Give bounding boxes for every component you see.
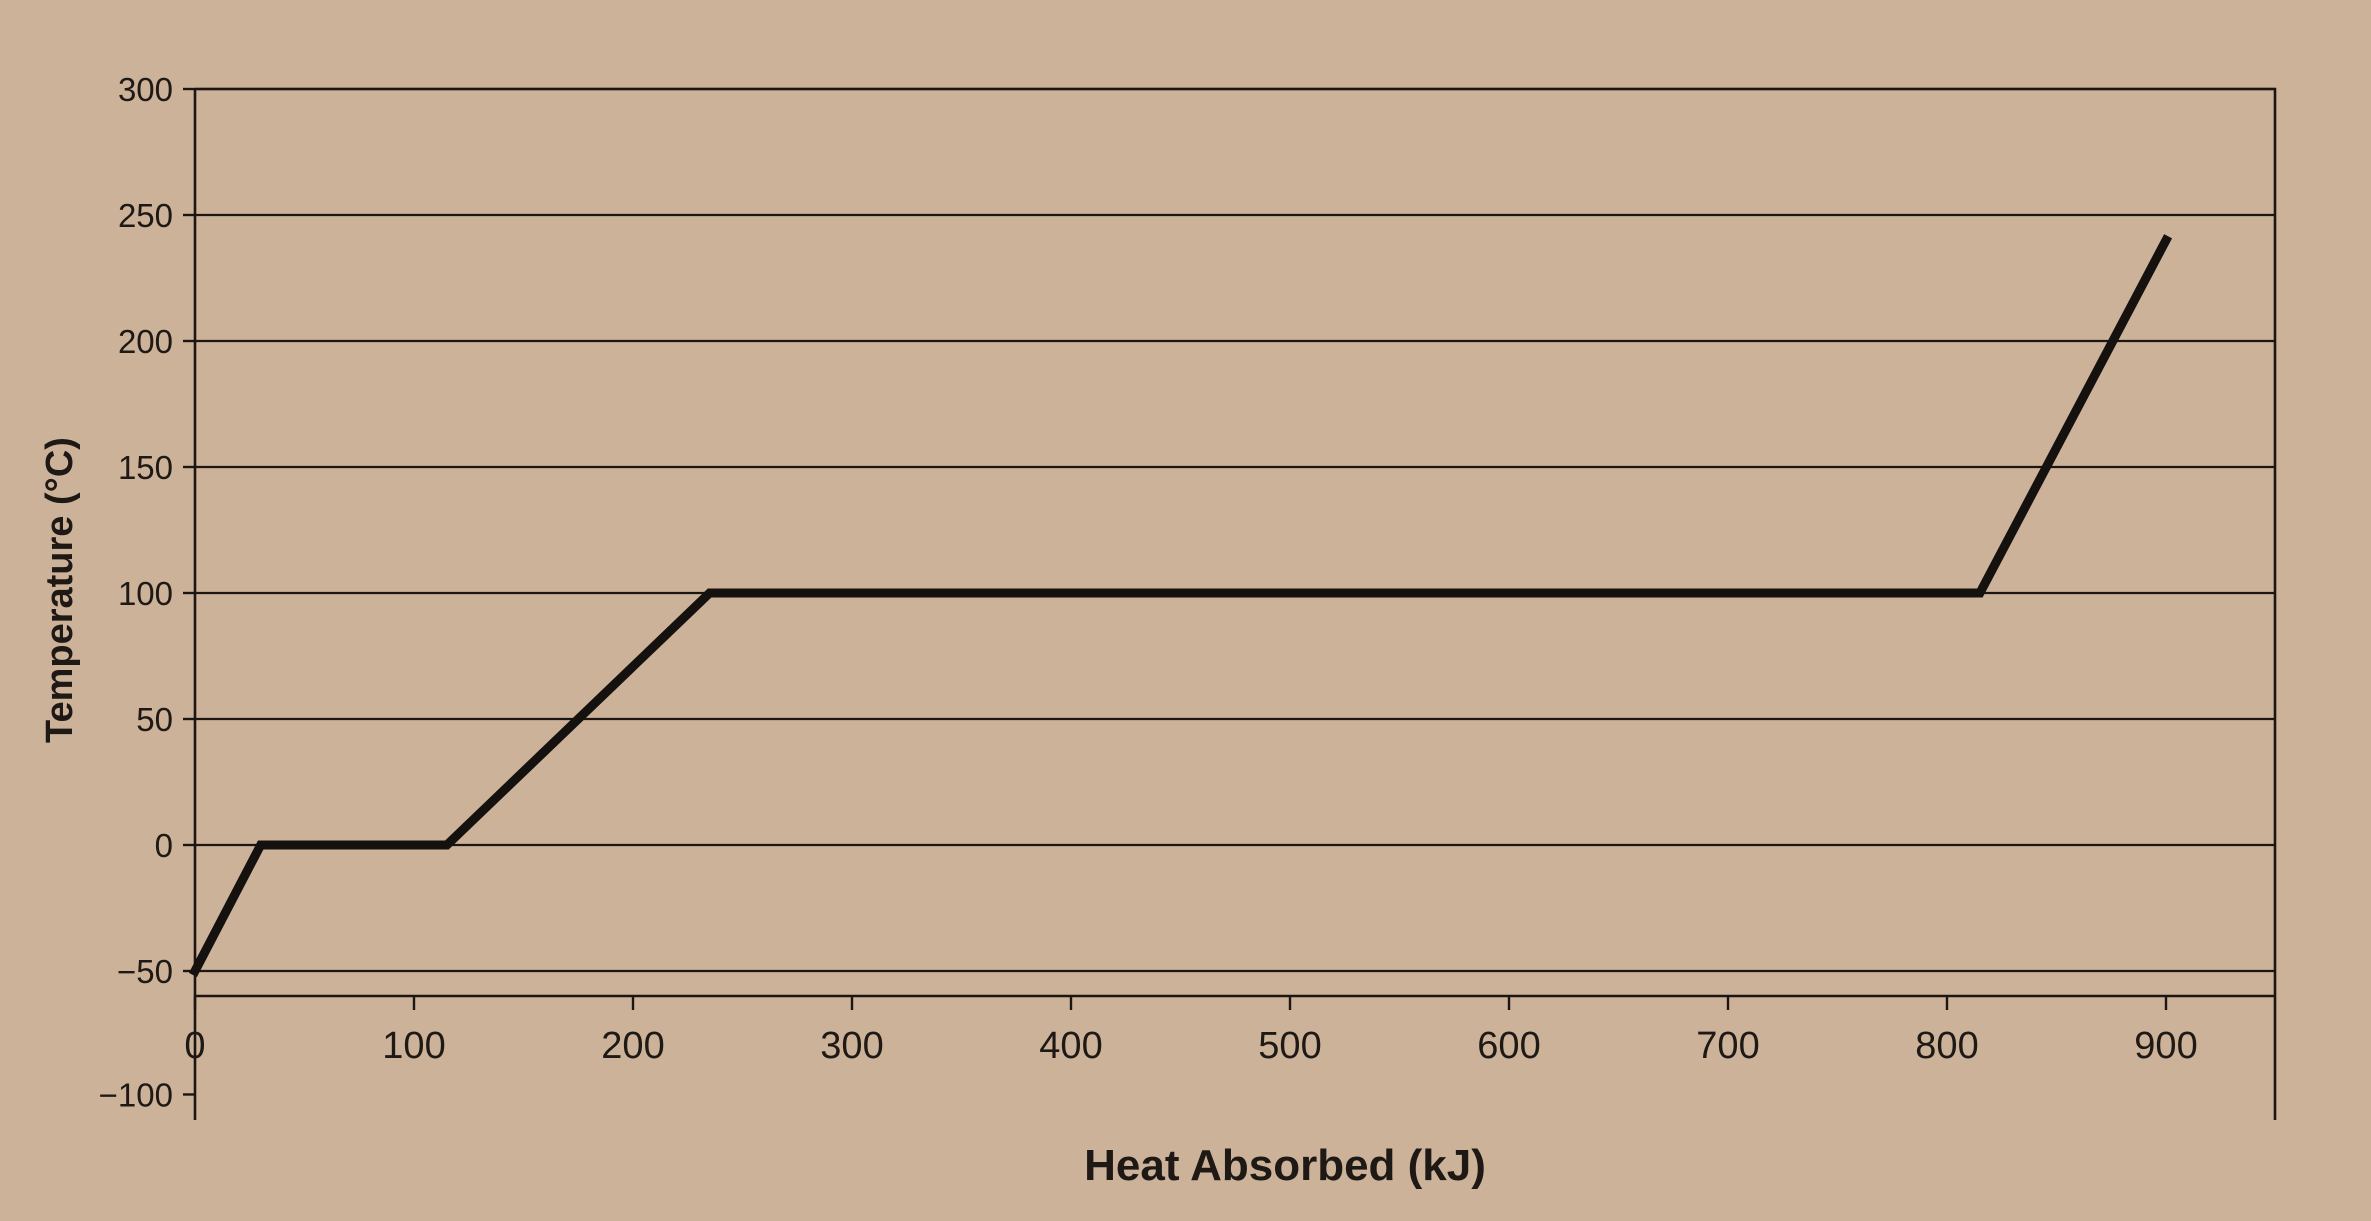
y-axis-title: Temperature (°C) [39,437,81,743]
x-tick-label: 300 [820,1025,883,1067]
y-tick-label: 300 [118,71,173,108]
x-tick-label: 200 [601,1025,664,1067]
y-tick-label: −100 [99,1076,173,1113]
y-tick-label: 50 [136,701,173,738]
x-tick-label: 0 [184,1025,205,1067]
x-tick-label: 500 [1258,1025,1321,1067]
y-tick-label: 250 [118,197,173,234]
y-tick-label: 0 [155,827,173,864]
x-tick-label: 800 [1915,1025,1978,1067]
axis-ticks [183,87,2168,1096]
x-axis-title: Heat Absorbed (kJ) [1084,1141,1486,1190]
heating-curve-line [188,234,2173,978]
y-tick-label: 150 [118,449,173,486]
y-tick-label: 200 [118,323,173,360]
x-tick-label: 900 [2134,1025,2197,1067]
x-tick-label: 700 [1696,1025,1759,1067]
x-tick-label: 400 [1039,1025,1102,1067]
data-series [188,234,2173,978]
x-tick-label: 100 [382,1025,445,1067]
y-tick-label: 100 [118,575,173,612]
x-tick-label: 600 [1477,1025,1540,1067]
y-tick-label: −50 [117,953,173,990]
